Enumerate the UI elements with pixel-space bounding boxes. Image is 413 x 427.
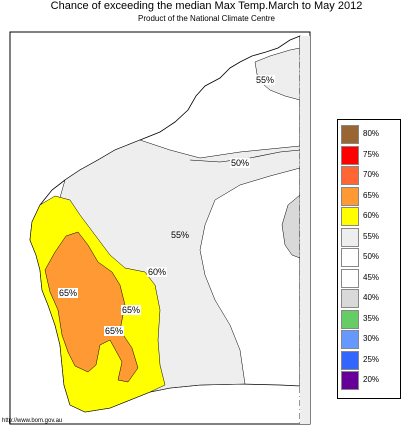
legend-item: 20% <box>337 371 401 393</box>
legend-item: 70% <box>337 166 401 188</box>
legend-label: 45% <box>363 272 380 282</box>
legend-swatch <box>341 309 359 329</box>
legend-label: 60% <box>363 211 380 220</box>
legend-label: 55% <box>363 231 380 241</box>
legend-item: 60% <box>337 207 401 229</box>
legend-swatch <box>341 330 359 349</box>
legend-label: 40% <box>363 293 380 302</box>
legend-item: 35% <box>337 309 401 332</box>
legend-label: 50% <box>363 252 380 261</box>
legend-swatch <box>341 145 359 165</box>
label-west-65: 65% <box>58 288 79 298</box>
legend-label: 20% <box>363 375 380 384</box>
legend-label: 70% <box>363 170 380 179</box>
legend-item: 45% <box>337 268 401 291</box>
legend-item: 80% <box>337 125 401 147</box>
legend-item: 30% <box>337 330 401 352</box>
legend-swatch <box>341 227 359 247</box>
chart-subtitle: Product of the National Climate Centre <box>138 14 275 23</box>
legend-swatch <box>341 371 359 390</box>
legend-item: 55% <box>337 227 401 250</box>
legend: 80% 75% 70% 65% 60% 55% 50% 45% 40% 35% 30% 25% 20% <box>337 119 401 399</box>
legend-label: 30% <box>363 334 380 343</box>
legend-item: 25% <box>337 350 401 373</box>
legend-item: 50% <box>337 248 401 270</box>
orange-65-region <box>44 231 139 383</box>
legend-item: 40% <box>337 289 401 311</box>
legend-item: 75% <box>337 145 401 168</box>
source-url: http://www.bom.gov.au <box>2 418 63 424</box>
label-mid-55: 55% <box>171 230 190 240</box>
legend-label: 25% <box>363 354 380 364</box>
label-center-50: 50% <box>230 158 251 168</box>
chart-title: Chance of exceeding the median Max Temp.… <box>50 0 363 12</box>
legend-label: 80% <box>363 129 380 138</box>
legend-item: 65% <box>337 186 401 209</box>
label-east-60: 60% <box>147 267 168 277</box>
legend-swatch <box>341 186 359 206</box>
legend-label: 65% <box>363 190 380 200</box>
label-center-65: 65% <box>121 305 142 315</box>
label-south-65: 65% <box>104 326 125 336</box>
legend-swatch <box>341 125 359 144</box>
legend-swatch <box>341 166 359 185</box>
legend-swatch <box>341 350 359 370</box>
label-north-55: 55% <box>255 75 276 85</box>
legend-swatch <box>341 268 359 288</box>
legend-label: 75% <box>363 149 380 159</box>
legend-swatch <box>341 207 359 226</box>
legend-swatch <box>341 248 359 267</box>
legend-label: 35% <box>363 313 380 323</box>
legend-swatch <box>341 289 359 308</box>
